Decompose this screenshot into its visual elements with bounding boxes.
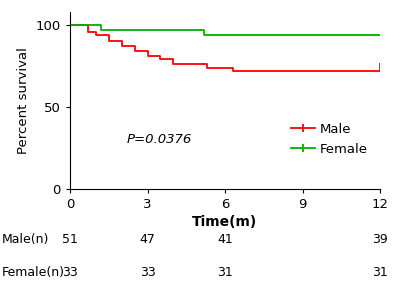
Text: 33: 33 [62, 266, 78, 279]
Text: P=0.0376: P=0.0376 [127, 133, 192, 146]
Y-axis label: Percent survival: Percent survival [17, 47, 30, 154]
Text: 41: 41 [217, 233, 233, 246]
Text: 51: 51 [62, 233, 78, 246]
Text: 31: 31 [217, 266, 233, 279]
Text: 47: 47 [140, 233, 156, 246]
Text: 33: 33 [140, 266, 155, 279]
Text: Female(n): Female(n) [2, 266, 65, 279]
Text: 31: 31 [372, 266, 388, 279]
X-axis label: Time(m): Time(m) [192, 215, 258, 229]
Text: Male(n): Male(n) [2, 233, 49, 246]
Text: 39: 39 [372, 233, 388, 246]
Legend: Male, Female: Male, Female [286, 118, 374, 161]
